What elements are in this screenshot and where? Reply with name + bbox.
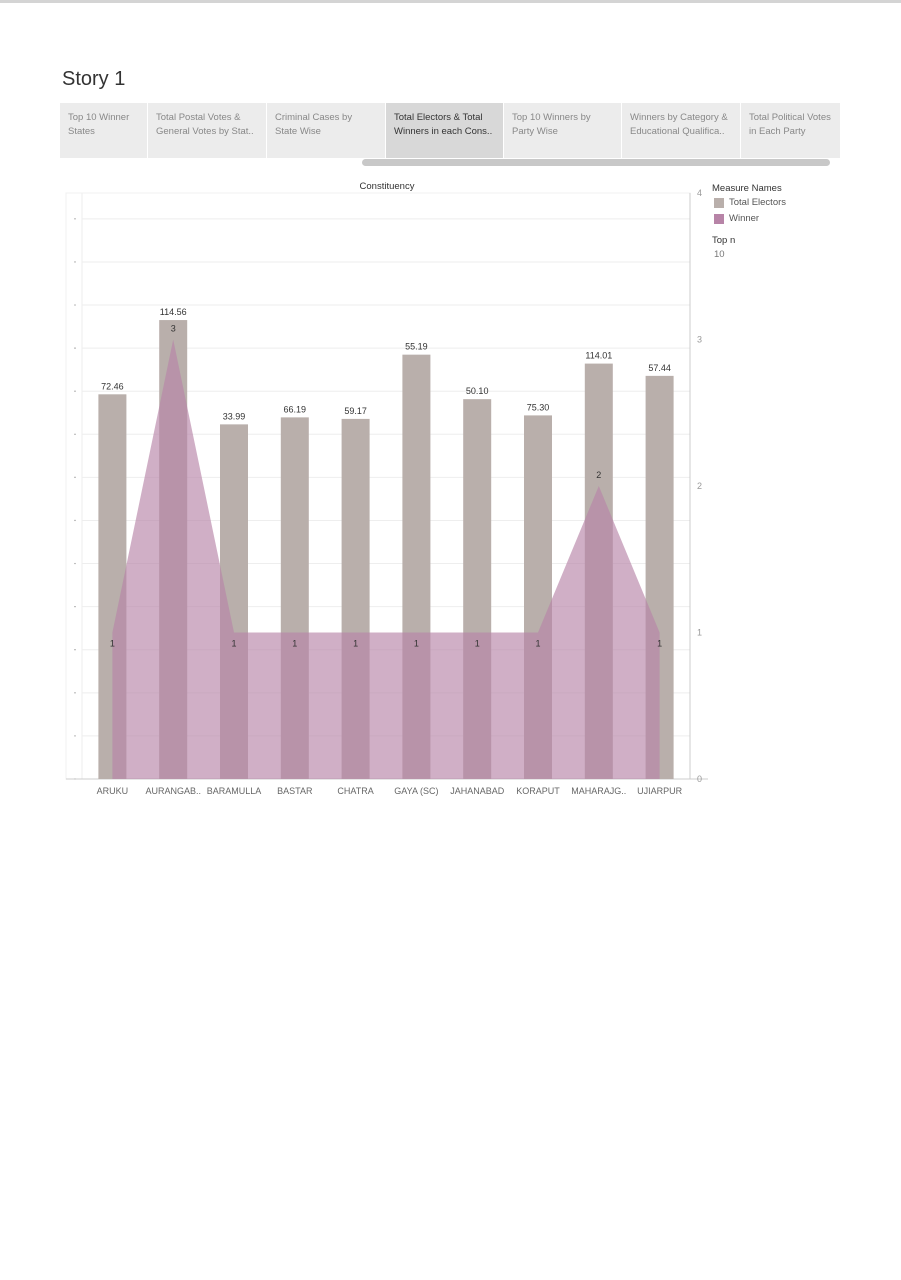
bar-value-label: 75.30: [527, 402, 550, 412]
legend-title: Measure Names: [712, 183, 782, 194]
x-axis-category-label: ARUKU: [97, 786, 129, 796]
top-n-filter-title: Top n: [712, 235, 736, 246]
x-axis-category-label: BASTAR: [277, 786, 313, 796]
bar-value-label: 66.19: [284, 404, 307, 414]
story-tab-total-electors[interactable]: Total Electors & Total Winners in each C…: [386, 103, 504, 158]
chart-title: Constituency: [360, 181, 415, 192]
x-axis-category-label: KORAPUT: [516, 786, 560, 796]
left-axis-tick: [74, 218, 76, 220]
story-tab-strip: Top 10 Winner States Total Postal Votes …: [60, 103, 840, 158]
area-winner: [112, 339, 660, 779]
winner-value-label: 1: [657, 639, 662, 649]
left-axis-tick: [74, 649, 76, 651]
left-axis-tick: [74, 692, 76, 694]
winner-value-label: 1: [110, 639, 115, 649]
winner-value-label: 1: [535, 639, 540, 649]
right-axis-tick-label: 4: [697, 188, 702, 198]
winner-value-label: 1: [231, 639, 236, 649]
right-axis-tick-label: 2: [697, 481, 702, 491]
constituency-chart: 0 1 2 3 4 Constituency 72.46 114.56 33.99 66.19 59…: [65, 181, 708, 796]
story-tab-winners-by-party[interactable]: Top 10 Winners by Party Wise: [504, 103, 622, 158]
left-axis-tick: [74, 735, 76, 737]
left-axis-tick: [74, 605, 76, 608]
right-axis-tick-label: 1: [697, 628, 702, 638]
bar-value-label: 55.19: [405, 342, 428, 352]
legend-swatch: [714, 198, 724, 208]
left-axis-tick: [74, 433, 76, 435]
winner-value-label: 1: [414, 639, 419, 649]
x-axis-category-label: JAHANABAD: [450, 786, 505, 796]
bar-value-label: 59.17: [344, 406, 367, 416]
story-tab-criminal-cases[interactable]: Criminal Cases by State Wise: [267, 103, 386, 158]
top-n-filter-value[interactable]: 10: [714, 249, 725, 260]
left-axis-tick: [74, 261, 76, 263]
bar-value-label: 50.10: [466, 386, 489, 396]
winner-value-label: 1: [292, 639, 297, 649]
left-axis-tick: [74, 347, 76, 349]
bar-value-label: 114.56: [160, 307, 187, 317]
winner-value-label: 2: [596, 470, 601, 480]
x-axis-category-label: AURANGAB..: [145, 786, 201, 796]
winner-value-label: 1: [475, 639, 480, 649]
x-axis-category-label: UJIARPUR: [637, 786, 683, 796]
story-tab-top-10-winner-states[interactable]: Top 10 Winner States: [60, 103, 148, 158]
legend-label: Total Electors: [729, 197, 787, 208]
story-tab-postal-votes[interactable]: Total Postal Votes & General Votes by St…: [148, 103, 267, 158]
left-axis-tick: [74, 304, 76, 306]
bar-value-label: 33.99: [223, 411, 246, 421]
story-title: Story 1: [62, 68, 126, 90]
bar-value-label: 114.01: [585, 351, 612, 361]
right-axis-tick-label: 3: [697, 335, 702, 345]
x-axis-category-label: BARAMULLA: [207, 786, 262, 796]
bar-value-label: 72.46: [101, 381, 124, 391]
story-tab-winners-by-category[interactable]: Winners by Category & Educational Qualif…: [622, 103, 741, 158]
left-axis-tick: [74, 562, 76, 565]
left-axis-tick: [74, 519, 76, 522]
legend-swatch: [714, 214, 724, 224]
x-axis-category-label: CHATRA: [337, 786, 373, 796]
right-axis-tick-label: 0: [697, 774, 702, 784]
left-axis-tick: [74, 390, 76, 392]
x-axis-category-label: GAYA (SC): [394, 786, 438, 796]
left-axis-tick: [74, 476, 76, 479]
top-divider: [0, 0, 901, 3]
tab-strip-scrollbar[interactable]: [362, 159, 830, 166]
legend-label: Winner: [729, 213, 760, 224]
winner-value-label: 1: [353, 639, 358, 649]
x-axis-category-label: MAHARAJG..: [571, 786, 626, 796]
winner-value-label: 3: [171, 324, 176, 334]
bar-value-label: 57.44: [648, 363, 671, 373]
